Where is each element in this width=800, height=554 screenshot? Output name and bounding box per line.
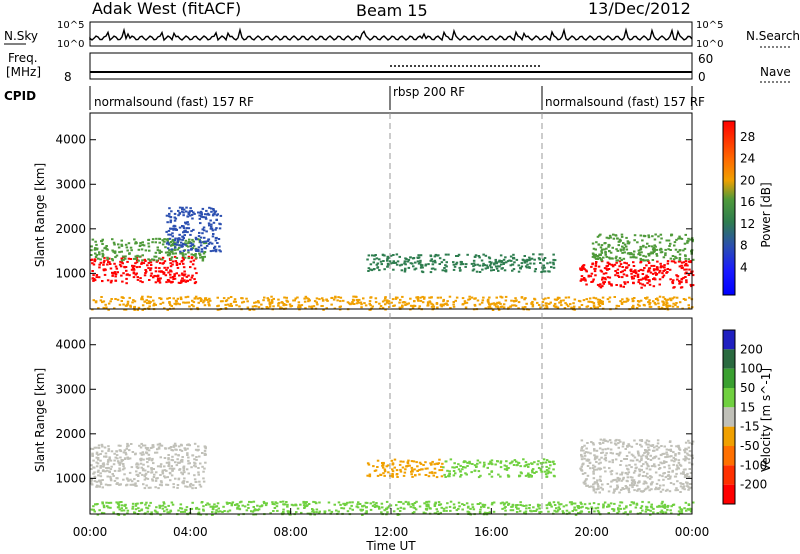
velocity-color-block xyxy=(723,330,735,350)
cpid-label: CPID xyxy=(4,89,36,103)
velocity-colorbar-blocks xyxy=(723,330,735,504)
power-colorbar: 4 8 12 16 20 24 28 Power [dB] xyxy=(722,120,773,296)
noise-sky-line xyxy=(89,27,693,42)
velocity-colorbar-tick: -15 xyxy=(740,420,760,434)
power-colorbar-tick: 20 xyxy=(740,173,755,187)
velocity-color-block xyxy=(723,426,735,446)
velocity-colorbar-tick: 200 xyxy=(740,342,763,356)
velocity-y-axis: 1000 2000 3000 4000 xyxy=(55,338,692,485)
cpid-segment-1: normalsound (fast) 157 RF xyxy=(94,95,254,109)
beam-title: Beam 15 xyxy=(356,1,428,20)
x-tick-label: 08:00 xyxy=(273,525,308,539)
echo-region xyxy=(579,260,695,289)
cpid-segment-3: normalsound (fast) 157 RF xyxy=(545,95,705,109)
velocity-colorbar-ticks: 200 100 50 15 -15 -50 -100 -200 xyxy=(740,342,767,491)
echo-region xyxy=(366,253,557,274)
velocity-colorbar-tick: 15 xyxy=(740,400,755,414)
power-colorbar-tick: 24 xyxy=(740,152,755,166)
velocity-panel: 1000 2000 3000 4000 00:00 04:00 08:00 12:00 16:… xyxy=(33,317,710,553)
y-tick-label: 2000 xyxy=(55,222,86,236)
freq-label-2: [MHz] xyxy=(6,65,41,79)
nave-tick-bottom: 0 xyxy=(698,70,706,84)
cpid-segment-2: rbsp 200 RF xyxy=(393,85,465,99)
power-y-axis: 1000 2000 3000 4000 xyxy=(55,133,692,280)
power-colorbar-tick: 4 xyxy=(740,260,748,274)
velocity-colorbar-tick: -50 xyxy=(740,439,760,453)
y-tick-label: 2000 xyxy=(55,427,86,441)
power-panel: 1000 2000 3000 4000 Slant Range [km] xyxy=(33,112,695,311)
y-tick-label: 3000 xyxy=(55,382,86,396)
cpid-change-markers xyxy=(389,113,543,514)
noise-right-tick-bottom: 10^0 xyxy=(696,39,723,50)
power-colorbar-tick: 8 xyxy=(740,239,748,253)
x-tick-label: 20:00 xyxy=(574,525,609,539)
velocity-colorbar-tick: 100 xyxy=(740,362,763,376)
velocity-colorbar: 200 100 50 15 -15 -50 -100 -200 Velocity [m s^-… xyxy=(722,329,773,505)
power-colorbar-tick: 12 xyxy=(740,217,755,231)
station-title: Adak West (fitACF) xyxy=(92,0,241,18)
freq-label-1: Freq. xyxy=(8,51,38,65)
noise-trace xyxy=(89,27,693,42)
freq-left-tick: 8 xyxy=(64,70,72,84)
y-tick-label: 4000 xyxy=(55,133,86,147)
noise-right-tick-top: 10^5 xyxy=(696,20,723,31)
echo-region xyxy=(579,438,695,494)
noise-left-tick-bottom: 10^0 xyxy=(57,39,84,50)
nave-label: Nave xyxy=(760,65,791,79)
power-colorbar-ticks: 4 8 12 16 20 24 28 xyxy=(740,130,755,275)
power-colorbar-label: Power [dB] xyxy=(759,182,773,247)
velocity-color-block xyxy=(723,407,735,427)
velocity-colorbar-tick: 50 xyxy=(740,381,755,395)
power-colorbar-tick: 16 xyxy=(740,195,755,209)
velocity-colorbar-label: Velocity [m s^-1] xyxy=(759,368,773,472)
frequency-panel: Freq. [MHz] 8 60 0 Nave xyxy=(6,51,791,84)
y-tick-label: 1000 xyxy=(55,266,86,280)
echo-region xyxy=(442,458,556,479)
noise-left-label: N.Sky xyxy=(4,29,38,43)
x-tick-label: 00:00 xyxy=(675,525,710,539)
power-echo-regions xyxy=(90,206,695,311)
cpid-panel: CPID normalsound (fast) 157 RF rbsp 200 … xyxy=(4,85,705,110)
velocity-colorbar-tick: -200 xyxy=(740,478,767,492)
velocity-color-block xyxy=(723,465,735,485)
echo-region xyxy=(90,255,198,285)
velocity-color-block xyxy=(723,484,735,504)
velocity-color-block xyxy=(723,349,735,369)
time-x-axis: 00:00 04:00 08:00 12:00 16:00 20:00 00:00 xyxy=(73,508,710,539)
echo-region xyxy=(591,233,695,262)
power-colorbar-tick: 28 xyxy=(740,130,755,144)
echo-region xyxy=(366,458,444,479)
y-tick-label: 3000 xyxy=(55,177,86,191)
x-tick-label: 16:00 xyxy=(474,525,509,539)
y-tick-label: 1000 xyxy=(55,471,86,485)
noise-panel: N.Sky 10^5 10^0 10^5 10^0 N.Search xyxy=(4,20,800,50)
noise-left-tick-top: 10^5 xyxy=(57,20,84,31)
x-tick-label: 12:00 xyxy=(374,525,409,539)
velocity-color-block xyxy=(723,388,735,408)
echo-region xyxy=(165,206,223,253)
echo-region xyxy=(90,442,207,490)
x-tick-label: 04:00 xyxy=(173,525,208,539)
time-xlabel: Time UT xyxy=(365,539,416,553)
nave-tick-top: 60 xyxy=(698,52,713,66)
noise-right-label: N.Search xyxy=(746,29,800,43)
power-ylabel: Slant Range [km] xyxy=(33,163,47,267)
velocity-colorbar-tick: -100 xyxy=(740,458,767,472)
velocity-color-block xyxy=(723,368,735,388)
velocity-color-block xyxy=(723,446,735,466)
x-tick-label: 00:00 xyxy=(73,525,108,539)
y-tick-label: 4000 xyxy=(55,338,86,352)
date-title: 13/Dec/2012 xyxy=(588,0,691,18)
velocity-ylabel: Slant Range [km] xyxy=(33,368,47,472)
